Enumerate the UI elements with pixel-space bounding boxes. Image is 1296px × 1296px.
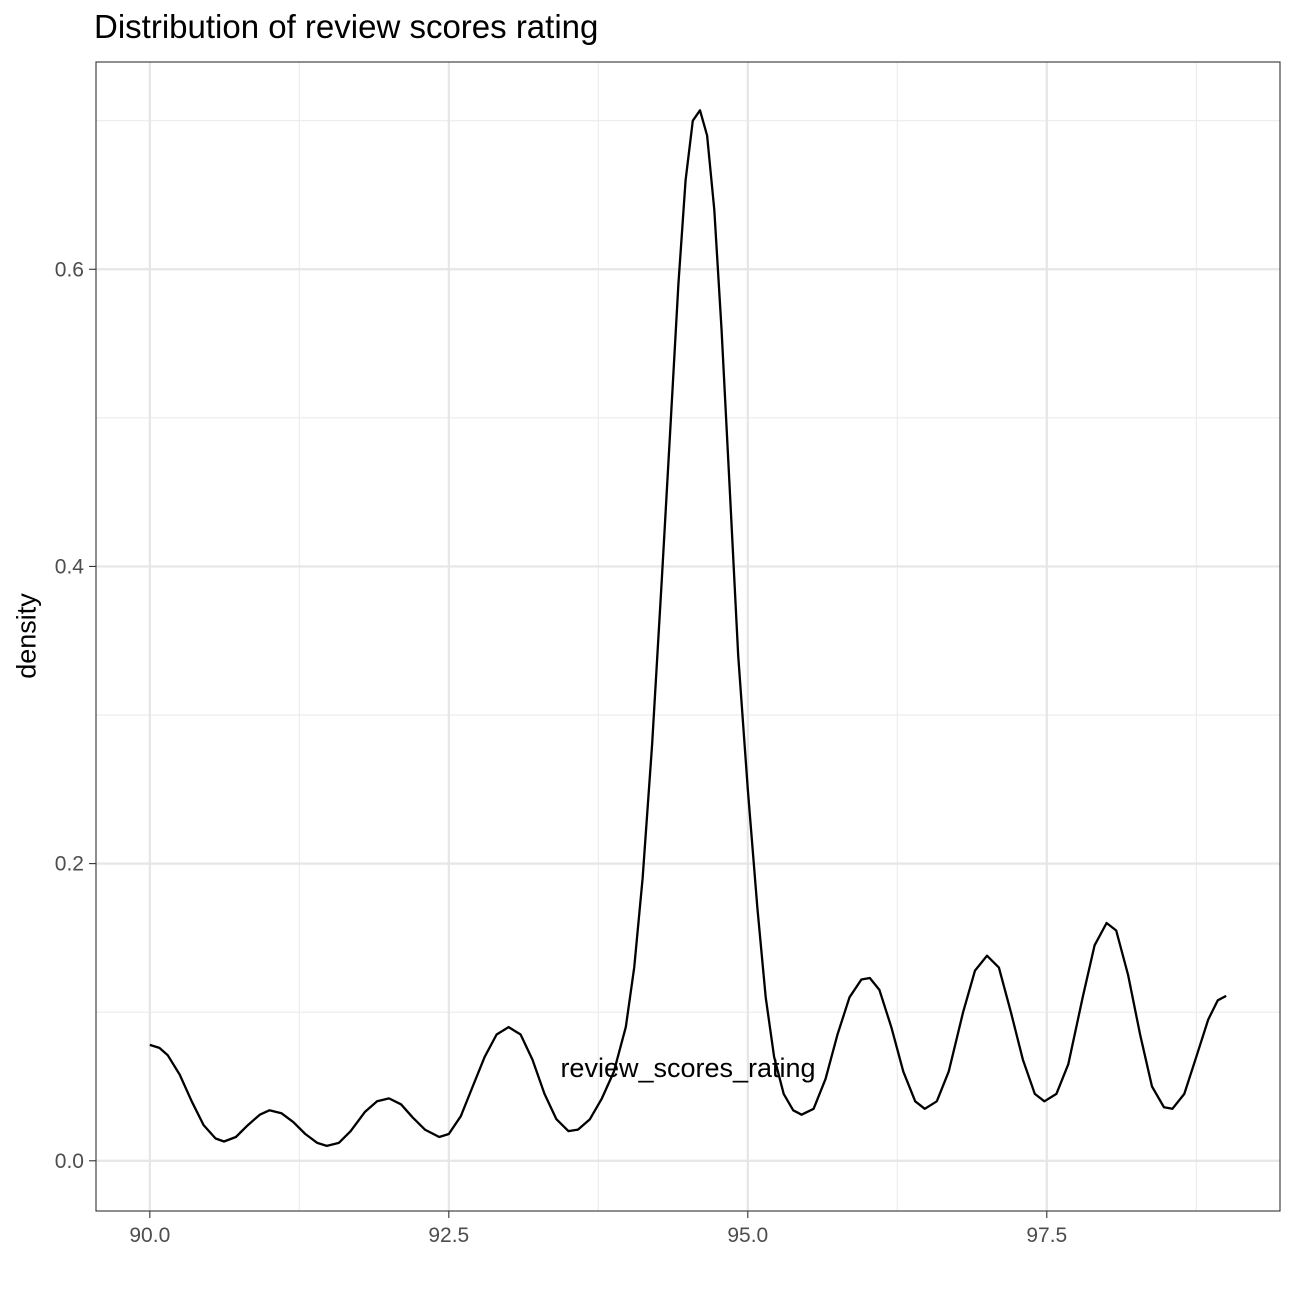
y-tick-label: 0.2 [55, 853, 84, 876]
y-tick-label: 0.4 [55, 555, 85, 578]
panel-border [95, 61, 1281, 1212]
y-axis-title: density [11, 593, 42, 679]
major-gridlines [96, 62, 1280, 1211]
y-tick-label: 0.0 [55, 1150, 84, 1173]
minor-gridlines [96, 62, 1280, 1211]
x-tick-label: 90.0 [129, 1224, 170, 1247]
chart-title: Distribution of review scores rating [94, 8, 599, 45]
x-axis-title: review_scores_rating [560, 1053, 816, 1083]
y-axis: 0.0 0.2 0.4 0.6 [55, 258, 96, 1173]
x-axis: 90.0 92.5 95.0 97.5 [129, 1211, 1067, 1247]
y-tick-label: 0.6 [55, 258, 84, 281]
x-tick-label: 92.5 [428, 1224, 469, 1247]
density-curve [149, 109, 1227, 1148]
x-tick-label: 97.5 [1026, 1224, 1067, 1247]
x-tick-label: 95.0 [727, 1224, 768, 1247]
